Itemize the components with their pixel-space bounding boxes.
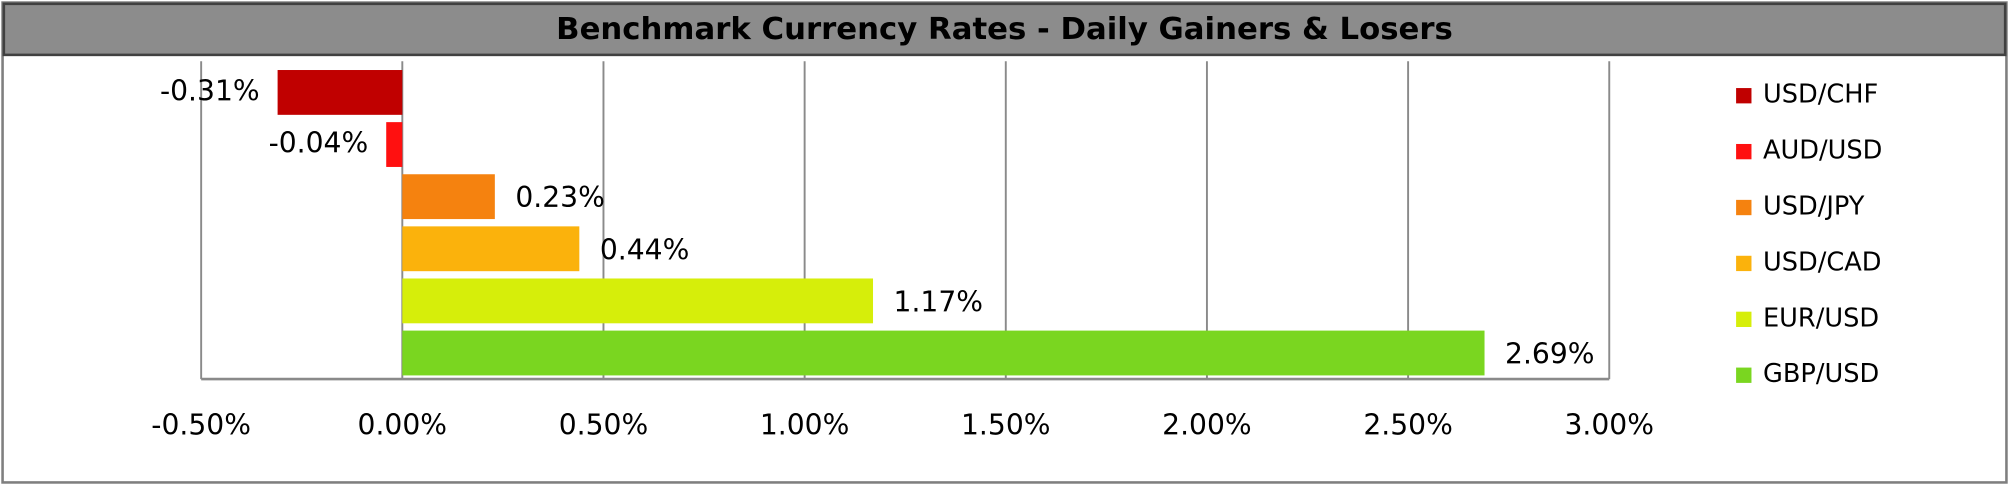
value-label: 0.44% xyxy=(600,233,690,266)
legend-label: USD/CAD xyxy=(1763,247,1881,277)
chart-title: Benchmark Currency Rates - Daily Gainers… xyxy=(556,12,1453,47)
legend-label: USD/JPY xyxy=(1763,192,1865,222)
legend-label: EUR/USD xyxy=(1763,303,1879,333)
legend-swatch xyxy=(1736,88,1752,104)
bar xyxy=(402,330,1485,376)
x-tick-label: 0.50% xyxy=(559,408,649,441)
value-label: 2.69% xyxy=(1505,338,1595,371)
legend-swatch xyxy=(1736,143,1752,160)
legend-swatch xyxy=(1736,199,1752,216)
x-tick-label: 1.50% xyxy=(961,408,1051,441)
title-banner xyxy=(2,2,2007,57)
value-label: 1.17% xyxy=(894,285,984,318)
x-tick-label: 2.00% xyxy=(1162,408,1252,441)
legend-label: AUD/USD xyxy=(1763,136,1882,166)
bar xyxy=(402,278,874,324)
bar xyxy=(402,226,580,272)
legend-swatch xyxy=(1736,367,1752,383)
bar xyxy=(277,70,403,115)
legend-swatch xyxy=(1736,255,1752,272)
bar xyxy=(402,174,495,220)
x-tick-label: 0.00% xyxy=(358,408,448,441)
value-label: 0.23% xyxy=(515,181,605,214)
x-tick-label: 3.00% xyxy=(1564,408,1654,441)
legend-label: GBP/USD xyxy=(1763,359,1879,389)
x-tick-label: 2.50% xyxy=(1363,408,1453,441)
legend-swatch xyxy=(1736,311,1752,327)
value-label: -0.31% xyxy=(160,74,260,107)
bar xyxy=(386,122,403,167)
value-label: -0.04% xyxy=(269,127,369,160)
x-tick-label: -0.50% xyxy=(151,408,251,441)
legend-label: USD/CHF xyxy=(1763,80,1878,110)
x-tick-label: 1.00% xyxy=(760,408,850,441)
